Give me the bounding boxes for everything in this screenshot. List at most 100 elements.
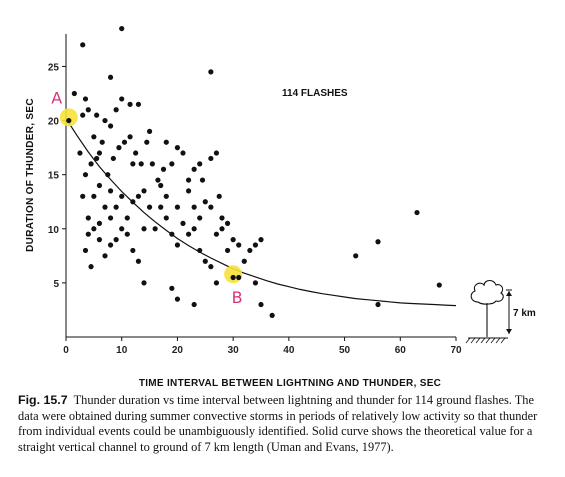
- data-point: [252, 242, 259, 248]
- theoretical-curve: [65, 118, 457, 307]
- data-point: [96, 150, 103, 156]
- data-point: [146, 204, 153, 210]
- data-point: [107, 215, 114, 221]
- data-point: [124, 231, 130, 237]
- data-point: [375, 301, 381, 308]
- data-point: [110, 155, 116, 162]
- y-tick-label: 5: [53, 279, 59, 290]
- data-point: [155, 177, 161, 183]
- data-point: [197, 161, 203, 167]
- data-point: [163, 193, 169, 199]
- data-point: [119, 193, 125, 199]
- data-point: [119, 96, 125, 102]
- data-point: [121, 139, 128, 145]
- data-point: [224, 247, 231, 254]
- data-point: [130, 247, 136, 254]
- data-point: [219, 215, 225, 221]
- data-point: [135, 258, 142, 264]
- x-axis-title: TIME INTERVAL BETWEEN LIGHTNING AND THUN…: [139, 378, 441, 389]
- data-point: [107, 242, 114, 248]
- data-point: [133, 150, 139, 156]
- data-point: [241, 258, 247, 264]
- data-point: [113, 204, 119, 210]
- data-point: [353, 253, 359, 259]
- data-point: [375, 239, 381, 245]
- data-point: [119, 25, 125, 32]
- x-tick-label: 40: [283, 345, 295, 356]
- data-point: [224, 220, 231, 226]
- figure-caption: Fig. 15.7 Thunder duration vs time interv…: [18, 393, 553, 455]
- y-tick-label: 20: [48, 117, 60, 128]
- data-point: [247, 247, 253, 254]
- data-point: [80, 193, 86, 199]
- data-point: [185, 177, 192, 183]
- data-point: [144, 139, 150, 145]
- figure-number: Fig. 15.7: [18, 393, 68, 407]
- data-point: [180, 150, 186, 156]
- y-axis-title: DURATION OF THUNDER, SEC: [25, 98, 36, 252]
- data-point: [174, 204, 181, 210]
- data-point: [116, 145, 122, 151]
- data-point: [199, 177, 206, 183]
- data-point: [160, 166, 167, 172]
- data-point: [107, 123, 114, 129]
- x-tick-label: 60: [395, 345, 407, 356]
- data-point: [149, 161, 155, 167]
- data-point: [216, 193, 222, 199]
- flash-count-annotation: 114 FLASHES: [282, 88, 348, 99]
- data-point: [185, 231, 192, 237]
- data-point: [258, 301, 264, 308]
- data-point: [96, 182, 103, 189]
- data-point: [141, 226, 147, 232]
- data-point: [91, 193, 97, 199]
- data-point: [102, 253, 108, 259]
- data-point: [174, 145, 181, 151]
- data-point: [213, 150, 220, 156]
- data-point: [102, 117, 108, 124]
- data-point: [96, 237, 103, 243]
- data-point: [107, 188, 114, 194]
- data-point: [113, 237, 119, 243]
- data-point: [146, 128, 153, 134]
- chart: DURATION OF THUNDER, SEC 0 10 20 30 40 50 60 70…: [25, 25, 536, 389]
- data-point: [208, 155, 214, 162]
- data-point: [191, 226, 197, 232]
- data-point: [169, 161, 175, 167]
- x-tick-label: 0: [63, 345, 69, 356]
- data-point: [85, 215, 91, 221]
- data-point: [141, 188, 147, 194]
- y-tick-label: 10: [48, 225, 60, 236]
- data-point: [163, 215, 169, 221]
- data-point: [258, 237, 264, 243]
- y-tick-label: 15: [48, 171, 60, 182]
- data-point: [236, 274, 242, 281]
- data-point: [185, 188, 192, 194]
- data-point: [174, 296, 181, 302]
- data-point: [202, 199, 208, 205]
- data-point: [138, 161, 144, 167]
- data-point: [191, 166, 197, 172]
- data-point: [230, 274, 236, 281]
- data-point: [197, 247, 203, 254]
- data-point: [158, 204, 164, 210]
- data-point: [436, 282, 442, 288]
- data-point: [163, 139, 169, 145]
- data-point: [191, 204, 197, 210]
- data-point: [88, 264, 94, 270]
- data-point: [77, 150, 83, 156]
- data-point: [80, 42, 86, 48]
- data-point: [219, 226, 225, 232]
- caption-text: Thunder duration vs time interval betwee…: [18, 393, 538, 454]
- y-tick-label: 25: [48, 62, 60, 73]
- data-point: [230, 237, 236, 243]
- data-point: [82, 96, 89, 102]
- data-point: [197, 215, 203, 221]
- highlight-b: [224, 265, 243, 284]
- data-point: [135, 193, 142, 199]
- highlight-a: [59, 108, 78, 127]
- data-point: [130, 161, 136, 167]
- data-point: [113, 107, 119, 113]
- height-label: 7 km: [513, 308, 536, 319]
- data-point: [91, 226, 97, 232]
- data-point: [71, 90, 77, 97]
